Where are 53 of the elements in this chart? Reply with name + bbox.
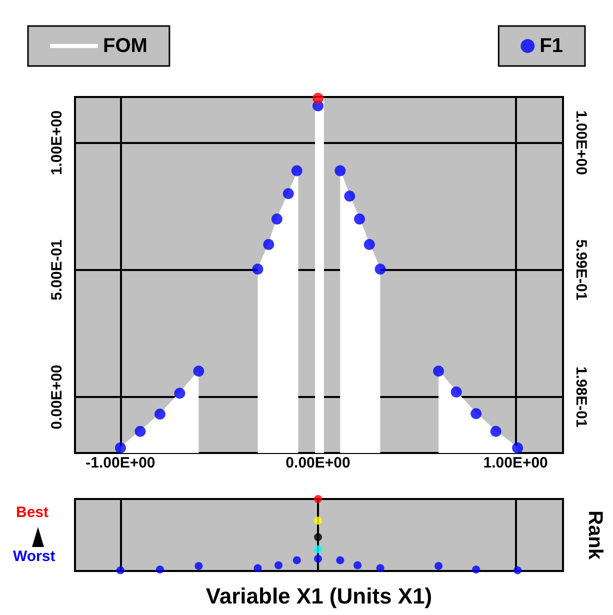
point [334,165,346,176]
point [292,556,301,564]
point [116,566,124,574]
text: Best [16,504,49,521]
point [314,554,322,563]
text: Worst [13,548,56,565]
point [291,165,302,176]
y-tick-label: 0.00E+00 [48,364,66,430]
point [364,238,375,250]
point [472,566,480,574]
x-tick-label: 1.00E+00 [483,454,548,472]
point [114,442,126,454]
point [376,564,384,572]
x-tick-label: 0.00E+00 [286,454,350,472]
point [193,366,204,377]
y2-tick-label: 5.99E-01 [572,239,590,300]
x-axis-title: Variable X1 (Units X1) [206,584,432,608]
point [336,556,344,564]
point [274,561,282,570]
point [512,442,524,454]
legend-label: FOM [103,35,148,57]
point [174,388,186,399]
legend-label: F1 [540,35,564,57]
point [134,426,146,437]
point [314,516,322,525]
point [354,214,365,225]
point [194,562,203,570]
x-tick-label: -1.00E+00 [86,454,156,472]
y-tick-label: 5.00E-01 [48,239,66,300]
point [344,190,356,202]
point [263,238,274,250]
point [450,386,462,398]
point [470,408,482,420]
point [271,214,282,225]
y2-tick-label: 1.98E-01 [572,366,590,428]
y2-tick-label: 1.00E+00 [572,110,590,175]
point [252,264,264,275]
point [433,366,444,377]
point [434,562,443,570]
point [254,564,262,572]
point [514,566,522,574]
y-tick-label: 1.00E+00 [48,110,66,176]
point [490,426,502,437]
point [156,566,164,574]
y-axis-title: Rank [582,510,606,560]
point [312,92,324,104]
point [314,533,322,542]
point [354,561,362,570]
point [314,545,322,554]
point [282,188,294,200]
point [374,264,386,275]
point [154,408,166,420]
point [314,495,322,503]
